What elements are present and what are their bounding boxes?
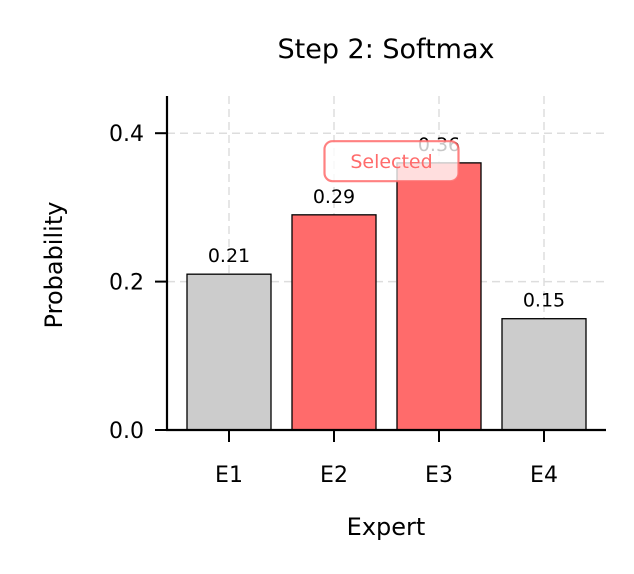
annotations: Selected [323,140,460,183]
y-axis-ticks: 0.0 0.2 0.4 [109,122,167,444]
x-axis-label: Expert [347,513,426,541]
y-tick-label: 0.2 [109,271,144,296]
bar-e1 [186,273,272,431]
chart-title: Step 2: Softmax [277,34,494,65]
bar-e4 [501,318,587,431]
x-tick-label: E1 [215,463,243,488]
bar-value-label: 0.21 [208,245,250,267]
x-tick-label: E2 [320,463,348,488]
selected-annotation-text: Selected [350,151,432,173]
x-tick-label: E4 [530,463,558,488]
bar-e2 [291,214,377,431]
x-axis-ticks: E1 E2 E3 E4 [215,430,558,488]
selected-annotation-box [323,140,460,183]
y-axis-label: Probability [40,202,68,329]
bar-value-label: 0.29 [313,186,355,208]
x-tick-label: E3 [425,463,453,488]
y-tick-label: 0.4 [109,122,144,147]
bar-e3 [396,162,482,431]
y-tick-label: 0.0 [109,419,144,444]
bar-value-label: 0.15 [523,290,565,312]
